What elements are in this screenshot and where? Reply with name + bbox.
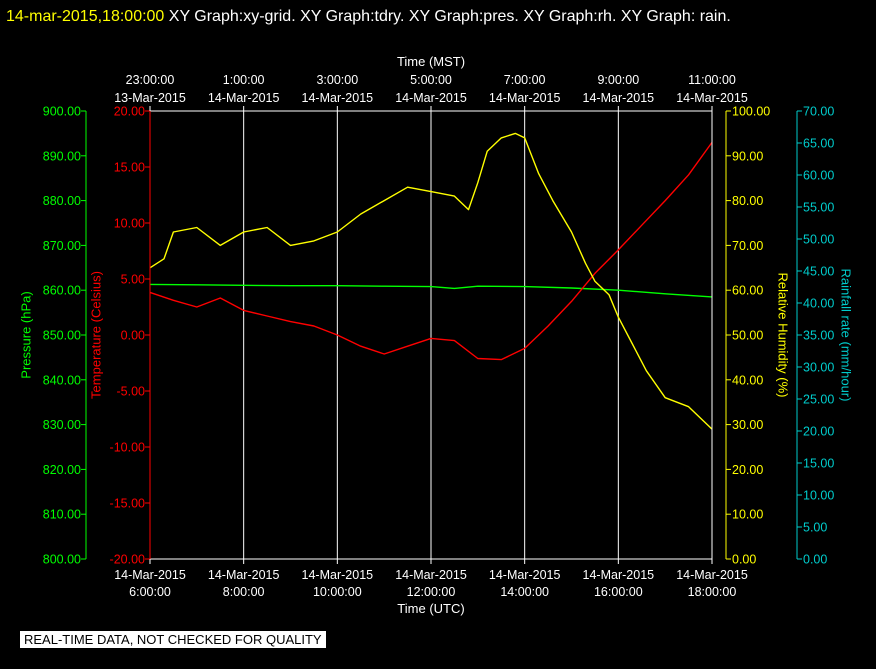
humidity-tick-label: 20.00 — [732, 463, 763, 477]
top-tick-time: 3:00:00 — [316, 73, 358, 87]
humidity-tick-label: 0.00 — [732, 553, 756, 567]
pressure-tick-label: 900.00 — [43, 105, 81, 119]
temperature-tick-label: -15.00 — [110, 497, 145, 511]
rainfall-tick-label: 35.00 — [803, 329, 834, 343]
rainfall-tick-label: 60.00 — [803, 169, 834, 183]
humidity-tick-label: 50.00 — [732, 329, 763, 343]
bottom-tick-time: 18:00:00 — [688, 585, 737, 599]
bottom-tick-time: 8:00:00 — [223, 585, 265, 599]
humidity-tick-label: 10.00 — [732, 508, 763, 522]
axes: 800.00 810.00 820.00 830.00 840.00 850.00 860.… — [18, 105, 853, 567]
bottom-tick-date: 14-Mar-2015 — [395, 568, 467, 582]
rainfall-tick-label: 30.00 — [803, 361, 834, 375]
top-tick-date: 14-Mar-2015 — [583, 91, 655, 105]
temperature-tick-label: 10.00 — [114, 217, 145, 231]
humidity-tick-label: 80.00 — [732, 194, 763, 208]
pressure-tick-label: 860.00 — [43, 284, 81, 298]
humidity-series-line — [149, 132, 713, 430]
humidity-tick-label: 90.00 — [732, 149, 763, 163]
temperature-tick-label: 0.00 — [121, 329, 145, 343]
pressure-tick-label: 850.00 — [43, 329, 81, 343]
humidity-tick-label: 60.00 — [732, 284, 763, 298]
pressure-tick-label: 820.00 — [43, 463, 81, 477]
humidity-axis-label: Relative Humidity (%) — [776, 273, 791, 398]
top-tick-date: 14-Mar-2015 — [208, 91, 280, 105]
rainfall-tick-label: 20.00 — [803, 425, 834, 439]
rainfall-tick-label: 70.00 — [803, 105, 834, 119]
rainfall-axis: 0.00 5.00 10.00 15.00 20.00 25.00 30.00 35.00 40… — [796, 105, 854, 567]
temperature-tick-label: -10.00 — [110, 441, 145, 455]
top-tick-time: 5:00:00 — [410, 73, 452, 87]
temperature-series-line — [149, 141, 713, 361]
bottom-tick-date: 14-Mar-2015 — [583, 568, 655, 582]
humidity-tick-label: 70.00 — [732, 239, 763, 253]
bottom-tick-date: 14-Mar-2015 — [489, 568, 561, 582]
bottom-tick-time: 16:00:00 — [594, 585, 643, 599]
top-tick-date: 13-Mar-2015 — [114, 91, 186, 105]
temperature-tick-label: -20.00 — [110, 553, 145, 567]
time-axes: 14-Mar-2015 6:00:00 14-Mar-2015 8:00:00 14-M… — [114, 54, 748, 616]
chart-header: 14-mar-2015,18:00:00 XY Graph:xy-grid. X… — [6, 3, 866, 30]
rainfall-tick-label: 5.00 — [803, 521, 827, 535]
rainfall-tick-label: 10.00 — [803, 489, 834, 503]
pressure-tick-label: 800.00 — [43, 553, 81, 567]
pressure-tick-label: 810.00 — [43, 508, 81, 522]
rainfall-tick-label: 0.00 — [803, 553, 827, 567]
pressure-axis-label: Pressure (hPa) — [18, 291, 33, 378]
grid-lines — [243, 111, 619, 559]
header-graph-titles: XY Graph:xy-grid. XY Graph:tdry. XY Grap… — [168, 8, 731, 25]
bottom-tick-time: 6:00:00 — [129, 585, 171, 599]
top-tick-date: 14-Mar-2015 — [395, 91, 467, 105]
rainfall-tick-label: 55.00 — [803, 201, 834, 215]
humidity-tick-label: 30.00 — [732, 418, 763, 432]
pressure-tick-label: 830.00 — [43, 418, 81, 432]
rainfall-tick-label: 50.00 — [803, 233, 834, 247]
top-axis-label: Time (MST) — [397, 54, 465, 69]
top-tick-date: 14-Mar-2015 — [676, 91, 748, 105]
header-timestamp: 14-mar-2015,18:00:00 — [6, 8, 165, 25]
temperature-tick-label: 20.00 — [114, 105, 145, 119]
bottom-tick-date: 14-Mar-2015 — [302, 568, 374, 582]
rainfall-tick-label: 25.00 — [803, 393, 834, 407]
rainfall-tick-label: 15.00 — [803, 457, 834, 471]
top-tick-time: 23:00:00 — [126, 73, 175, 87]
bottom-tick-time: 12:00:00 — [407, 585, 456, 599]
rainfall-tick-label: 45.00 — [803, 265, 834, 279]
rainfall-tick-label: 65.00 — [803, 137, 834, 151]
bottom-tick-time: 14:00:00 — [500, 585, 549, 599]
temperature-tick-label: -5.00 — [117, 385, 146, 399]
top-tick-time: 9:00:00 — [597, 73, 639, 87]
humidity-axis: 0.00 10.00 20.00 30.00 40.00 50.00 60.00 70.00 8… — [725, 105, 791, 567]
humidity-tick-label: 100.00 — [732, 105, 770, 119]
bottom-axis-label: Time (UTC) — [397, 601, 464, 616]
temperature-tick-label: 5.00 — [121, 273, 145, 287]
humidity-tick-label: 40.00 — [732, 373, 763, 387]
bottom-tick-date: 14-Mar-2015 — [676, 568, 748, 582]
temperature-tick-label: 15.00 — [114, 161, 145, 175]
top-tick-time: 7:00:00 — [504, 73, 546, 87]
top-tick-date: 14-Mar-2015 — [302, 91, 374, 105]
rainfall-tick-label: 40.00 — [803, 297, 834, 311]
temperature-axis-label: Temperature (Celsius) — [88, 271, 103, 399]
top-tick-time: 11:00:00 — [688, 73, 736, 87]
pressure-axis: 800.00 810.00 820.00 830.00 840.00 850.00 860.… — [18, 105, 87, 567]
top-tick-date: 14-Mar-2015 — [489, 91, 561, 105]
bottom-tick-time: 10:00:00 — [313, 585, 362, 599]
temperature-axis: -20.00 -15.00 -10.00 -5.00 0.00 5.00 10.00 15.0… — [88, 105, 151, 567]
top-tick-time: 1:00:00 — [223, 73, 265, 87]
pressure-tick-label: 880.00 — [43, 194, 81, 208]
series-lines — [149, 132, 713, 430]
rainfall-axis-label: Rainfall rate (mm/hour) — [839, 269, 854, 402]
pressure-series-line — [149, 283, 713, 298]
bottom-tick-date: 14-Mar-2015 — [208, 568, 280, 582]
bottom-tick-date: 14-Mar-2015 — [114, 568, 186, 582]
pressure-tick-label: 870.00 — [43, 239, 81, 253]
pressure-tick-label: 840.00 — [43, 373, 81, 387]
pressure-tick-label: 890.00 — [43, 149, 81, 163]
quality-notice: REAL-TIME DATA, NOT CHECKED FOR QUALITY — [20, 631, 326, 648]
